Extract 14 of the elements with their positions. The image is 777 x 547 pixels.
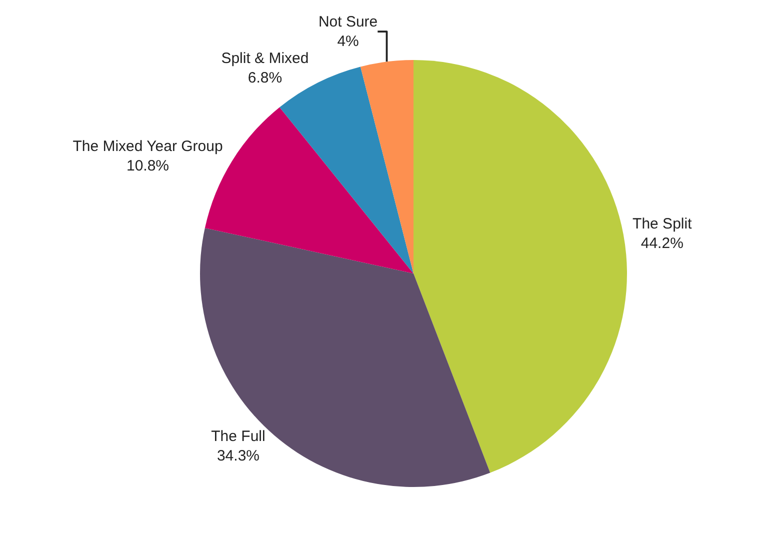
pie-slice (360, 60, 414, 274)
pie-slice (280, 66, 414, 274)
slice-label: The Split (632, 216, 693, 233)
data-label: 34.3% (216, 447, 260, 464)
pie-slice (414, 60, 627, 473)
slice-label: Not Sure (318, 13, 378, 30)
data-label: 44.2% (640, 235, 684, 252)
slice-label: Split & Mixed (221, 50, 309, 67)
slice-label: The Mixed Year Group (72, 138, 223, 155)
pie-slice (200, 228, 490, 487)
data-label: 4% (337, 32, 359, 50)
data-label: 6.8% (248, 69, 282, 86)
slice-label: The Full (211, 428, 266, 445)
data-label: 10.8% (126, 157, 170, 174)
